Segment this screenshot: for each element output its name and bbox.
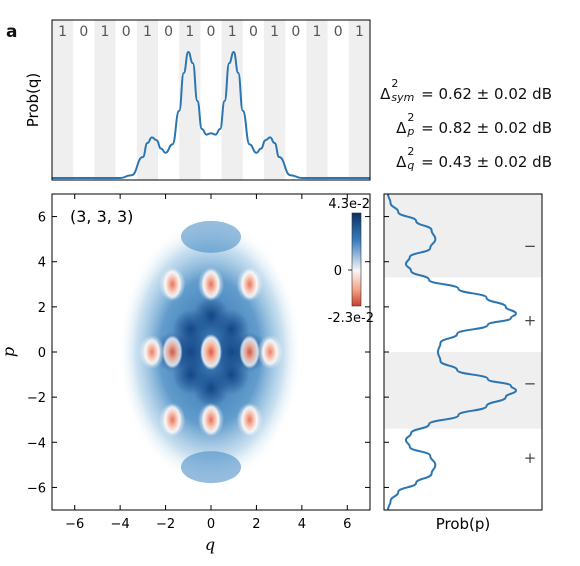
top-stripe xyxy=(52,20,74,180)
y-tick-label: −6 xyxy=(27,481,46,496)
top-stripe xyxy=(94,20,116,180)
heatmap-dark-lobe xyxy=(172,332,209,372)
top-stripe xyxy=(179,20,201,180)
bit-label: 0 xyxy=(122,24,131,40)
x-tick-label: −2 xyxy=(156,517,175,532)
bit-label: 0 xyxy=(207,24,216,40)
colorbar-zero-label: 0 xyxy=(334,264,342,279)
top-stripe xyxy=(306,20,328,180)
top-stripe xyxy=(136,20,158,180)
wigner-heatmap-panel: −6 −4 −2 0 2 4 6 −6 −4 −2 0 2 4 6 (3, 3, 3) q p 4.3e… xyxy=(0,193,374,554)
top-stripe xyxy=(221,20,243,180)
colorbar-max-label: 4.3e-2 xyxy=(328,197,370,212)
top-prob-q-curve xyxy=(52,50,370,179)
colorbar-min-label: -2.3e-2 xyxy=(328,311,374,326)
bit-label: 1 xyxy=(101,24,110,40)
right-stripe xyxy=(384,352,542,429)
colorbar: 4.3e-2 0 -2.3e-2 xyxy=(328,197,374,326)
sign-label: + xyxy=(524,311,537,329)
right-xlabel: Prob(p) xyxy=(436,515,491,533)
x-tick-label: −6 xyxy=(65,517,84,532)
heatmap-negative-lobe xyxy=(240,268,259,300)
heatmap-dark-lobe xyxy=(193,295,229,336)
heatmap-negative-lobe xyxy=(200,334,222,370)
bit-label: 0 xyxy=(291,24,300,40)
heatmap-negative-lobe xyxy=(240,404,259,436)
x-tick-label: 6 xyxy=(343,517,351,532)
bit-label: 0 xyxy=(79,24,88,40)
sign-label: − xyxy=(524,237,537,255)
y-tick-label: −2 xyxy=(27,391,46,406)
heatmap-negative-lobe xyxy=(239,335,260,369)
y-tick-label: −4 xyxy=(27,436,46,451)
bit-label: 1 xyxy=(228,24,237,40)
heatmap-outer-lobe xyxy=(181,220,241,253)
top-ylabel: Prob(q) xyxy=(24,73,42,128)
main-ylabel: p xyxy=(0,347,18,357)
top-stripe xyxy=(264,20,286,180)
heatmap-negative-lobe xyxy=(201,268,221,300)
right-prob-p-curve xyxy=(387,193,518,511)
heatmap-dark-lobe xyxy=(193,368,229,409)
bit-label: 0 xyxy=(249,24,258,40)
right-stripe xyxy=(384,194,542,278)
x-tick-label: 2 xyxy=(252,517,260,532)
heatmap-dark-lobe xyxy=(213,332,250,372)
right-y-ticks xyxy=(384,216,389,488)
metric-delta-sym: Δ 2 sym = 0.62 ± 0.02 dB xyxy=(380,77,552,104)
x-tick-label: −4 xyxy=(111,517,130,532)
right-sign-labels: − + − + xyxy=(524,237,537,467)
main-x-ticks: −6 −4 −2 0 2 4 6 xyxy=(65,194,351,532)
y-tick-label: 4 xyxy=(38,256,46,271)
main-xlabel: q xyxy=(205,535,215,554)
y-tick-label: 2 xyxy=(38,301,46,316)
bit-label: 0 xyxy=(164,24,173,40)
top-stripes xyxy=(52,20,370,180)
y-tick-label: 0 xyxy=(38,346,46,361)
heatmap-negative-lobe xyxy=(201,404,221,436)
bit-label: 0 xyxy=(334,24,343,40)
sign-label: + xyxy=(524,449,537,467)
top-stripe xyxy=(348,20,370,180)
bit-label: 1 xyxy=(355,24,364,40)
main-y-ticks: −6 −4 −2 0 2 4 6 xyxy=(27,211,370,496)
bit-label: 1 xyxy=(313,24,322,40)
x-tick-label: 0 xyxy=(207,517,215,532)
right-prob-p-panel: − + − + Prob(p) xyxy=(383,193,543,533)
wigner-heatmap xyxy=(118,218,302,486)
x-tick-label: 4 xyxy=(298,517,306,532)
panel-label: a xyxy=(6,22,18,42)
heatmap-negative-lobe xyxy=(143,337,161,367)
bit-label: 1 xyxy=(58,24,67,40)
bit-label: 1 xyxy=(185,24,194,40)
heatmap-outer-lobe xyxy=(181,451,241,484)
heatmap-negative-lobe xyxy=(163,268,182,300)
heatmap-negative-lobe xyxy=(261,337,279,367)
heatmap-negative-lobe xyxy=(162,335,183,369)
bit-label: 1 xyxy=(143,24,152,40)
heatmap-annotation: (3, 3, 3) xyxy=(70,207,133,226)
bit-label: 1 xyxy=(270,24,279,40)
y-tick-label: 6 xyxy=(38,211,46,226)
sign-label: − xyxy=(524,375,537,393)
heatmap-negative-lobe xyxy=(163,404,182,436)
